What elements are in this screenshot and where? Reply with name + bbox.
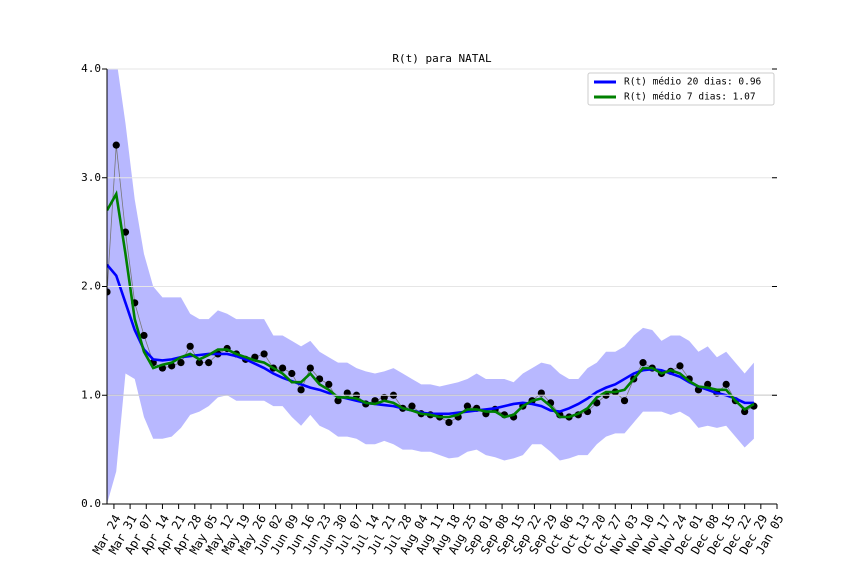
data-point: [639, 359, 647, 367]
y-tick-label: 2.0: [81, 280, 101, 293]
data-point: [288, 369, 296, 378]
data-point: [463, 402, 472, 410]
data-point: [140, 331, 148, 340]
y-tick-label: 3.0: [81, 171, 101, 184]
data-point: [260, 350, 268, 358]
data-point: [112, 141, 120, 149]
data-point: [177, 359, 185, 367]
data-point: [676, 362, 684, 370]
legend-label: R(t) médio 7 dias: 1.07: [624, 92, 756, 103]
legend-box: [587, 72, 775, 106]
data-point: [306, 364, 314, 372]
data-point: [408, 402, 416, 410]
data-point: [205, 359, 213, 367]
chart-title: R(t) para NATAL: [392, 52, 492, 65]
confidence-band: [107, 69, 754, 504]
data-point: [195, 359, 204, 367]
legend-label: R(t) médio 20 dias: 0.96: [624, 77, 762, 88]
data-point: [445, 418, 453, 427]
series-line: [107, 190, 755, 419]
data-point: [278, 364, 287, 372]
data-point: [334, 397, 342, 405]
data-point: [325, 380, 333, 388]
plot-area: [107, 69, 777, 504]
y-tick-label: 0.0: [81, 497, 101, 510]
data-point: [620, 397, 629, 405]
data-point: [107, 288, 111, 296]
data-point: [297, 386, 305, 394]
data-point: [722, 380, 730, 388]
data-point: [186, 342, 194, 350]
y-tick-label: 1.0: [81, 388, 101, 401]
y-tick-label: 4.0: [81, 62, 101, 75]
